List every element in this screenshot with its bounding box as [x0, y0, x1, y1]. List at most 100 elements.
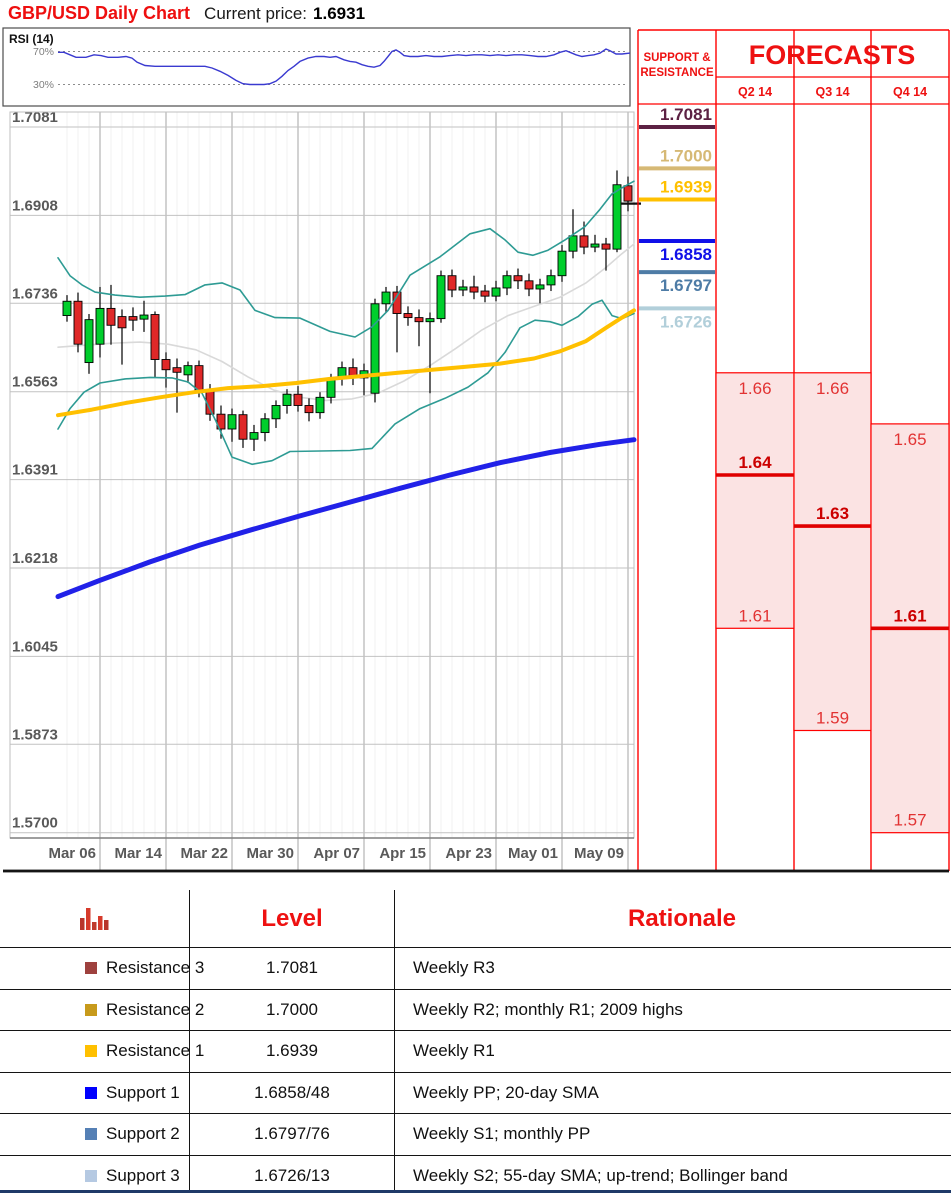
- candlestick-series: [62, 170, 633, 451]
- x-axis-tick-label: Apr 07: [313, 845, 360, 862]
- sr-level-1.7081: 1.7081: [639, 105, 715, 129]
- level-swatch: [85, 1045, 97, 1058]
- y-axis-tick-label: 1.6563: [12, 374, 58, 391]
- level-swatch: [85, 1003, 97, 1016]
- level-value: 1.6939: [190, 1031, 395, 1072]
- forecast-value-label: 1.63: [816, 504, 849, 523]
- level-rationale: Weekly R2; monthly R1; 2009 highs: [413, 999, 683, 1019]
- level-rationale: Weekly R1: [413, 1041, 495, 1061]
- y-axis-tick-label: 1.6218: [12, 550, 58, 567]
- forecast-value-label: 1.64: [738, 453, 772, 472]
- forecast-value-label: 1.61: [893, 606, 926, 625]
- table-row: Support 2 1.6797/76 Weekly S1; monthly P…: [0, 1113, 951, 1155]
- x-axis-tick-label: Apr 15: [379, 845, 426, 862]
- sr-level-1.6939: 1.6939: [639, 178, 715, 202]
- levels-table: Level Rationale Resistance 3 1.7081 Week…: [0, 890, 951, 1193]
- y-axis-tick-label: 1.5873: [12, 726, 58, 743]
- y-axis-tick-label: 1.5700: [12, 815, 58, 832]
- forecast-value-label: 1.59: [816, 708, 849, 727]
- level-rationale: Weekly S1; monthly PP: [413, 1124, 591, 1144]
- rsi-line: [58, 48, 631, 86]
- level-name: Resistance 2: [106, 999, 205, 1019]
- table-row: Resistance 2 1.7000 Weekly R2; monthly R…: [0, 988, 951, 1030]
- forecasts-title: FORECASTS: [749, 40, 916, 70]
- y-axis-tick-label: 1.6736: [12, 285, 58, 302]
- forecast-quarter-label: Q3 14: [815, 85, 849, 99]
- y-axis-tick-label: 1.6391: [12, 462, 58, 479]
- sr-level-1.7000: 1.7000: [639, 146, 715, 171]
- forecast-quarter-label: Q2 14: [738, 85, 772, 99]
- level-name: Resistance 1: [106, 1041, 205, 1061]
- level-rationale: Weekly S2; 55-day SMA; up-trend; Bolling…: [413, 1165, 788, 1185]
- level-swatch: [85, 962, 97, 975]
- levels-table-header-row: Level Rationale: [0, 890, 951, 947]
- support-resistance-header: RESISTANCE: [640, 67, 714, 79]
- sr-level-1.6726: 1.6726: [639, 306, 715, 331]
- bar-chart-icon: [79, 907, 108, 930]
- table-row: Support 3 1.6726/13 Weekly S2; 55-day SM…: [0, 1154, 951, 1193]
- level-swatch: [85, 1086, 97, 1099]
- level-name: Support 1: [106, 1082, 180, 1102]
- level-value: 1.6797/76: [190, 1114, 395, 1155]
- x-axis-tick-label: Mar 14: [114, 845, 162, 862]
- level-value: 1.6858/48: [190, 1072, 395, 1113]
- forecast-value-label: 1.66: [738, 379, 771, 398]
- x-axis-tick-label: May 09: [574, 845, 624, 862]
- level-rationale: Weekly R3: [413, 958, 495, 978]
- rsi-title: RSI (14): [9, 32, 54, 46]
- sr-level-label: 1.6939: [660, 178, 712, 197]
- sr-level-label: 1.7081: [660, 105, 712, 124]
- bottom-axis-line: [3, 869, 949, 873]
- y-axis-tick-label: 1.6908: [12, 197, 58, 214]
- y-axis-tick-label: 1.6045: [12, 638, 58, 655]
- level-column-header: Level: [190, 890, 395, 947]
- forecast-value-label: 1.57: [893, 811, 926, 830]
- long-ma-line: [55, 437, 637, 600]
- level-value: 1.6726/13: [190, 1155, 395, 1193]
- level-swatch: [85, 1169, 97, 1182]
- chart-grid: 1.7081 1.6908 1.6736 1.6563 1.6391 1.6218 1.60…: [9, 109, 635, 870]
- sr-level-label: 1.7000: [660, 146, 712, 165]
- forecast-value-label: 1.65: [893, 430, 926, 449]
- current-price-label: Current price:: [204, 4, 308, 23]
- sr-level-1.6858: 1.6858: [639, 238, 715, 264]
- level-rationale: Weekly PP; 20-day SMA: [413, 1082, 599, 1102]
- sr-level-label: 1.6858: [660, 245, 712, 264]
- sma55-line: [56, 308, 636, 418]
- table-row: Resistance 1 1.6939 Weekly R1: [0, 1030, 951, 1072]
- rsi-threshold-label: 30%: [33, 79, 54, 91]
- support-resistance-header: SUPPORT &: [643, 52, 710, 64]
- rsi-threshold-label: 70%: [33, 46, 54, 58]
- level-name: Support 2: [106, 1124, 180, 1144]
- forecast-quarter-label: Q4 14: [893, 85, 927, 99]
- forecast-box-q3-14: 1.66 1.63 1.59: [793, 372, 872, 732]
- sr-level-label: 1.6726: [660, 312, 712, 331]
- x-axis-tick-label: Mar 30: [246, 845, 294, 862]
- sr-level-1.6797: 1.6797: [639, 270, 715, 295]
- table-row: Resistance 3 1.7081 Weekly R3: [0, 947, 951, 989]
- table-icon-cell: [0, 890, 190, 947]
- level-name: Support 3: [106, 1165, 180, 1185]
- x-axis-tick-label: Apr 23: [445, 845, 492, 862]
- y-axis-tick-label: 1.7081: [12, 109, 58, 126]
- x-axis-tick-label: Mar 06: [48, 845, 96, 862]
- rationale-column-header-text: Rationale: [627, 904, 737, 932]
- table-row: Support 1 1.6858/48 Weekly PP; 20-day SM…: [0, 1071, 951, 1113]
- price-chart: 70%30%RSI (14)1.70811.69081.67361.65631.…: [2, 27, 950, 873]
- page-header: GBP/USD Daily Chart Current price: 1.693…: [8, 3, 365, 24]
- rsi-panel: 70% 30% RSI (14): [2, 27, 631, 107]
- x-axis-tick-label: May 01: [508, 845, 558, 862]
- rationale-column-header: Rationale: [395, 890, 951, 947]
- level-value: 1.7000: [190, 989, 395, 1030]
- sma20-line: [57, 243, 635, 402]
- bollinger-lower-line: [57, 299, 635, 466]
- forecast-value-label: 1.66: [816, 379, 849, 398]
- level-name: Resistance 3: [106, 958, 205, 978]
- forecast-value-label: 1.61: [738, 606, 771, 625]
- level-value: 1.7081: [190, 948, 395, 989]
- page-title: GBP/USD Daily Chart: [8, 3, 191, 23]
- current-price-value: 1.6931: [313, 4, 366, 23]
- footer-accent-bar: [0, 1190, 951, 1193]
- bollinger-upper-line: [57, 180, 635, 338]
